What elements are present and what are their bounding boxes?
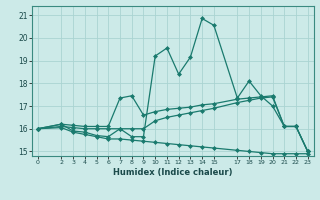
X-axis label: Humidex (Indice chaleur): Humidex (Indice chaleur) <box>113 168 233 177</box>
